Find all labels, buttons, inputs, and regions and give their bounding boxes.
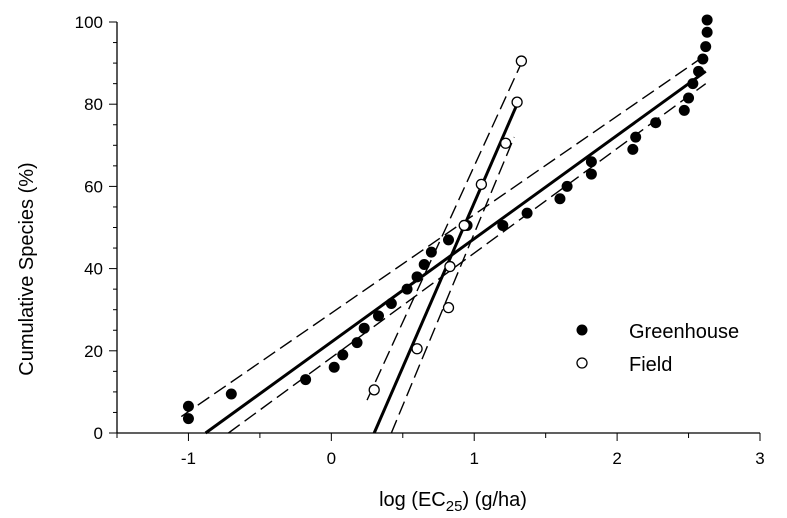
legend-label-greenhouse: Greenhouse <box>629 321 739 343</box>
greenhouse-point <box>300 374 312 386</box>
greenhouse-point <box>687 78 699 90</box>
greenhouse-point <box>678 104 690 116</box>
greenhouse-point <box>182 413 194 425</box>
greenhouse-point <box>683 92 695 104</box>
greenhouse-point <box>182 400 194 412</box>
x-tick-label: 3 <box>755 449 764 468</box>
greenhouse-point <box>697 53 709 65</box>
field-confidence-upper <box>366 62 523 401</box>
field-point <box>515 55 528 67</box>
greenhouse-point <box>700 41 712 53</box>
legend-label-field: Field <box>629 354 672 376</box>
legend-marker-greenhouse <box>576 324 588 336</box>
greenhouse-point <box>443 234 455 246</box>
greenhouse-point <box>337 349 349 361</box>
field-point <box>500 137 512 149</box>
greenhouse-point <box>693 65 705 77</box>
field-point <box>368 384 380 396</box>
greenhouse-regression-line <box>204 70 707 435</box>
greenhouse-point <box>585 156 597 168</box>
greenhouse-point <box>650 117 662 129</box>
greenhouse-point <box>418 258 430 270</box>
field-point <box>444 260 456 273</box>
greenhouse-point <box>401 283 413 295</box>
greenhouse-point <box>554 193 566 205</box>
x-axis-title: log (EC25) (g/ha) <box>379 489 527 515</box>
y-tick-label: 60 <box>84 177 103 196</box>
x-tick-label: 2 <box>612 449 621 468</box>
greenhouse-point <box>328 361 340 373</box>
greenhouse-point <box>358 322 370 334</box>
x-tick-label: 1 <box>469 449 478 468</box>
field-point <box>411 343 423 355</box>
greenhouse-point <box>630 131 642 143</box>
y-tick-label: 20 <box>84 342 103 361</box>
legend: Greenhouse Field <box>576 321 739 376</box>
greenhouse-confidence-lower <box>228 83 707 434</box>
greenhouse-confidence-upper <box>180 58 701 418</box>
greenhouse-point <box>701 26 713 38</box>
field-point <box>458 219 470 232</box>
greenhouse-point <box>585 168 597 180</box>
x-tick-label: 0 <box>327 449 336 468</box>
greenhouse-point <box>225 388 237 400</box>
plot-area: -1 0 1 2 3 0 20 40 60 80 100 <box>75 13 765 468</box>
greenhouse-point <box>701 14 713 26</box>
greenhouse-point <box>351 337 363 349</box>
greenhouse-point <box>561 180 573 192</box>
legend-marker-field <box>576 357 588 369</box>
field-confidence-lower <box>390 136 515 434</box>
field-point <box>475 178 488 190</box>
greenhouse-point <box>425 246 437 258</box>
y-tick-label: 80 <box>84 95 103 114</box>
y-tick-label: 40 <box>84 260 103 279</box>
field-point <box>511 96 523 108</box>
greenhouse-point <box>372 310 384 322</box>
greenhouse-point <box>411 271 423 283</box>
y-axis-title: Cumulative Species (%) <box>16 162 38 375</box>
x-tick-label: -1 <box>181 449 196 468</box>
field-point <box>442 301 455 314</box>
y-tick-label: 100 <box>75 13 103 32</box>
greenhouse-point <box>521 207 533 219</box>
greenhouse-point <box>497 219 509 231</box>
greenhouse-point <box>385 298 397 310</box>
y-tick-label: 0 <box>94 424 103 443</box>
greenhouse-point <box>627 143 639 155</box>
